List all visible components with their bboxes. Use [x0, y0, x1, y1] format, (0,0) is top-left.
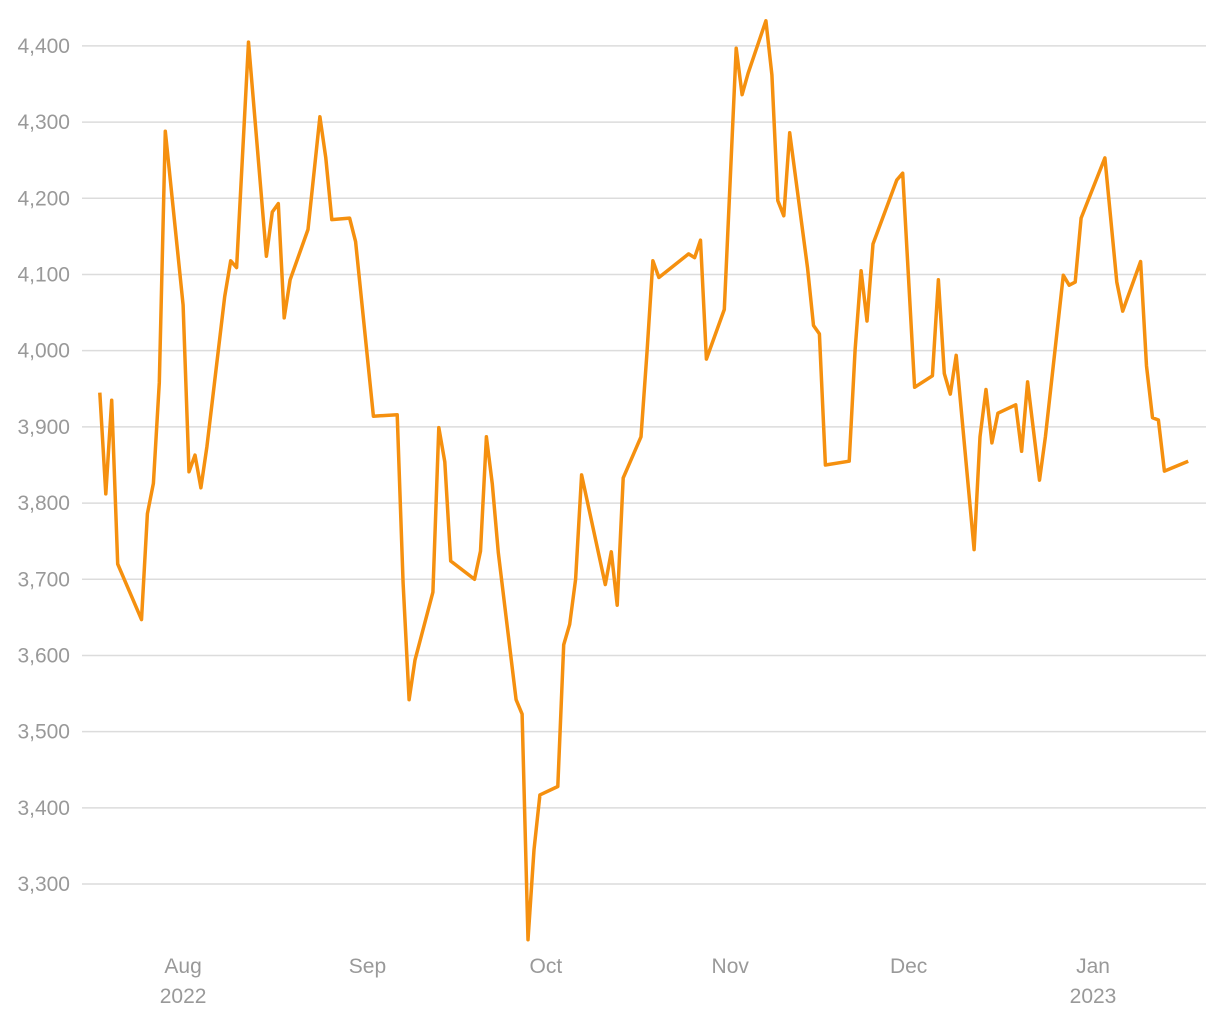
x-tick-label: Nov	[712, 955, 750, 978]
y-tick-label: 4,000	[17, 340, 70, 363]
y-tick-label: 3,900	[17, 416, 70, 439]
y-tick-label: 3,600	[17, 644, 70, 667]
line	[98, 19, 1189, 942]
y-tick-label: 4,400	[17, 35, 70, 58]
y-tick-label: 3,400	[17, 797, 70, 820]
x-tick-label: Jan	[1076, 955, 1110, 978]
y-tick-label: 3,500	[17, 721, 70, 744]
y-tick-label: 3,300	[17, 873, 70, 896]
y-tick-label: 4,100	[17, 263, 70, 286]
y-tick-label: 4,300	[17, 111, 70, 134]
x-tick-label: Oct	[530, 955, 563, 978]
y-tick-label: 3,700	[17, 568, 70, 591]
y-tick-label: 3,800	[17, 492, 70, 515]
x-tick-year: 2022	[160, 985, 207, 1008]
x-tick-label: Sep	[349, 955, 386, 978]
x-tick-label: Aug	[164, 955, 201, 978]
x-tick-label: Dec	[890, 955, 927, 978]
x-tick-year: 2023	[1070, 985, 1117, 1008]
y-tick-label: 4,200	[17, 187, 70, 210]
